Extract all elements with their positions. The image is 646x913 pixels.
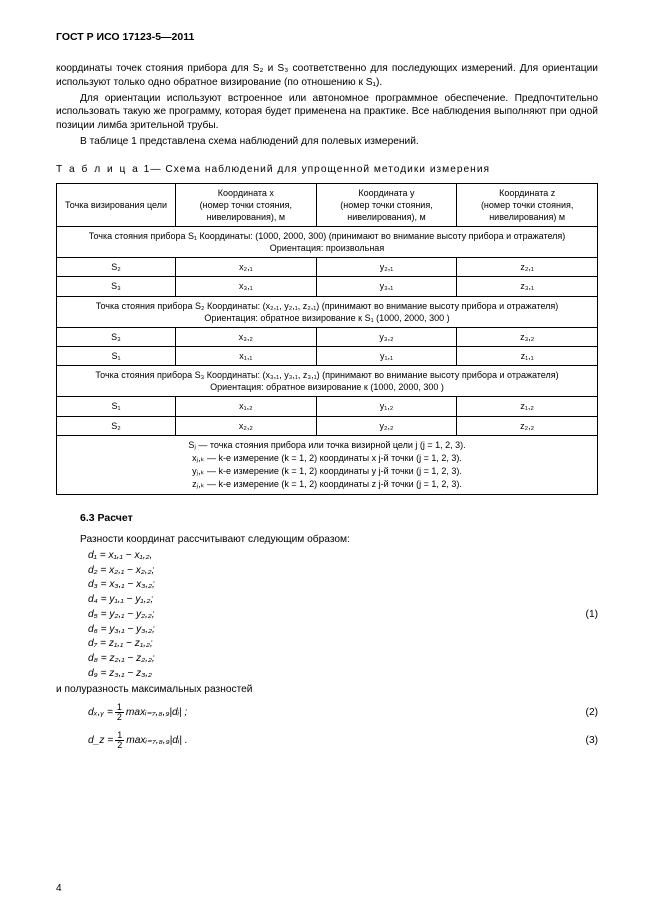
table-notes: Sⱼ — точка стояния прибора или точка виз… bbox=[57, 435, 598, 494]
station-s3-row: Точка стояния прибора S₃ Координаты: (x₃… bbox=[57, 366, 598, 397]
eq-number-2: (2) bbox=[586, 706, 598, 720]
calc-intro: Разности координат рассчитывают следующи… bbox=[56, 533, 598, 547]
table-row: S₁x₁,₁y₁,₁z₁,₁ bbox=[57, 346, 598, 365]
table-row: S₂x₂,₁y₂,₁z₂,₁ bbox=[57, 258, 598, 277]
th-y: Координата y(номер точки стояния, нивели… bbox=[316, 183, 457, 226]
table-row: S₃x₃,₁y₃,₁z₃,₁ bbox=[57, 277, 598, 296]
table-row: S₂x₂,₂y₂,₂z₂,₂ bbox=[57, 416, 598, 435]
eq-d7: d₇ = z₁,₁ − z₁,₂; bbox=[88, 637, 598, 651]
th-target: Точка визирования цели bbox=[57, 183, 176, 226]
table-header-row: Точка визирования цели Координата x(номе… bbox=[57, 183, 598, 226]
eq-number-3: (3) bbox=[586, 734, 598, 748]
fraction-icon: 12 bbox=[115, 731, 124, 750]
eq-number-1: (1) bbox=[586, 608, 598, 622]
eq-d8: d₈ = z₂,₁ − z₂,₂; bbox=[88, 652, 598, 666]
equation-2: dₓ,ᵧ = 12 maxᵢ₌₇,₈,₉|dᵢ| ; (2) bbox=[88, 698, 598, 726]
eq-d3: d₃ = x₃,₁ − x₃,₂; bbox=[88, 578, 598, 592]
eq-d2: d₂ = x₂,₁ − x₂,₂; bbox=[88, 564, 598, 578]
page-number: 4 bbox=[56, 882, 62, 896]
paragraph-3: В таблице 1 представлена схема наблюдени… bbox=[56, 135, 598, 149]
table-caption: Т а б л и ц а 1— Схема наблюдений для уп… bbox=[56, 163, 598, 177]
caption-word: Т а б л и ц а bbox=[56, 164, 140, 175]
caption-rest: 1— Схема наблюдений для упрощенной метод… bbox=[140, 164, 490, 175]
fraction-icon: 12 bbox=[115, 703, 124, 722]
eq-d5: d₅ = y₂,₁ − y₂,₂;(1) bbox=[88, 608, 598, 622]
eq-d9: d₉ = z₃,₁ − z₃,₂ bbox=[88, 667, 598, 681]
eq-d1: d₁ = x₁,₁ − x₁,₂, bbox=[88, 549, 598, 563]
section-heading: 6.3 Расчет bbox=[80, 511, 598, 525]
table-row: S₃x₃,₂y₃,₂z₃,₂ bbox=[57, 327, 598, 346]
station-s1-row: Точка стояния прибора S₁ Координаты: (10… bbox=[57, 226, 598, 257]
doc-header: ГОСТ Р ИСО 17123-5—2011 bbox=[56, 30, 598, 44]
observation-table: Точка визирования цели Координата x(номе… bbox=[56, 183, 598, 495]
paragraph-1: координаты точек стояния прибора для S₂ … bbox=[56, 62, 598, 90]
equation-3: d_z = 12 maxᵢ₌₇,₈,₉|dᵢ| . (3) bbox=[88, 726, 598, 754]
eq-d4: d₄ = y₁,₁ − y₁,₂; bbox=[88, 593, 598, 607]
table-row: S₁x₁,₂y₁,₂z₁,₂ bbox=[57, 397, 598, 416]
equations-block-1: d₁ = x₁,₁ − x₁,₂, d₂ = x₂,₁ − x₂,₂; d₃ =… bbox=[88, 549, 598, 681]
half-diff-text: и полуразность максимальных разностей bbox=[56, 683, 598, 697]
station-s2-row: Точка стояния прибора S₂ Координаты: (x₂… bbox=[57, 296, 598, 327]
paragraph-2: Для ориентации используют встроенное или… bbox=[56, 92, 598, 133]
eq-d6: d₆ = y₃,₁ − y₃,₂; bbox=[88, 623, 598, 637]
th-x: Координата x(номер точки стояния, нивели… bbox=[176, 183, 317, 226]
th-z: Координата z(номер точки стояния, нивели… bbox=[457, 183, 598, 226]
